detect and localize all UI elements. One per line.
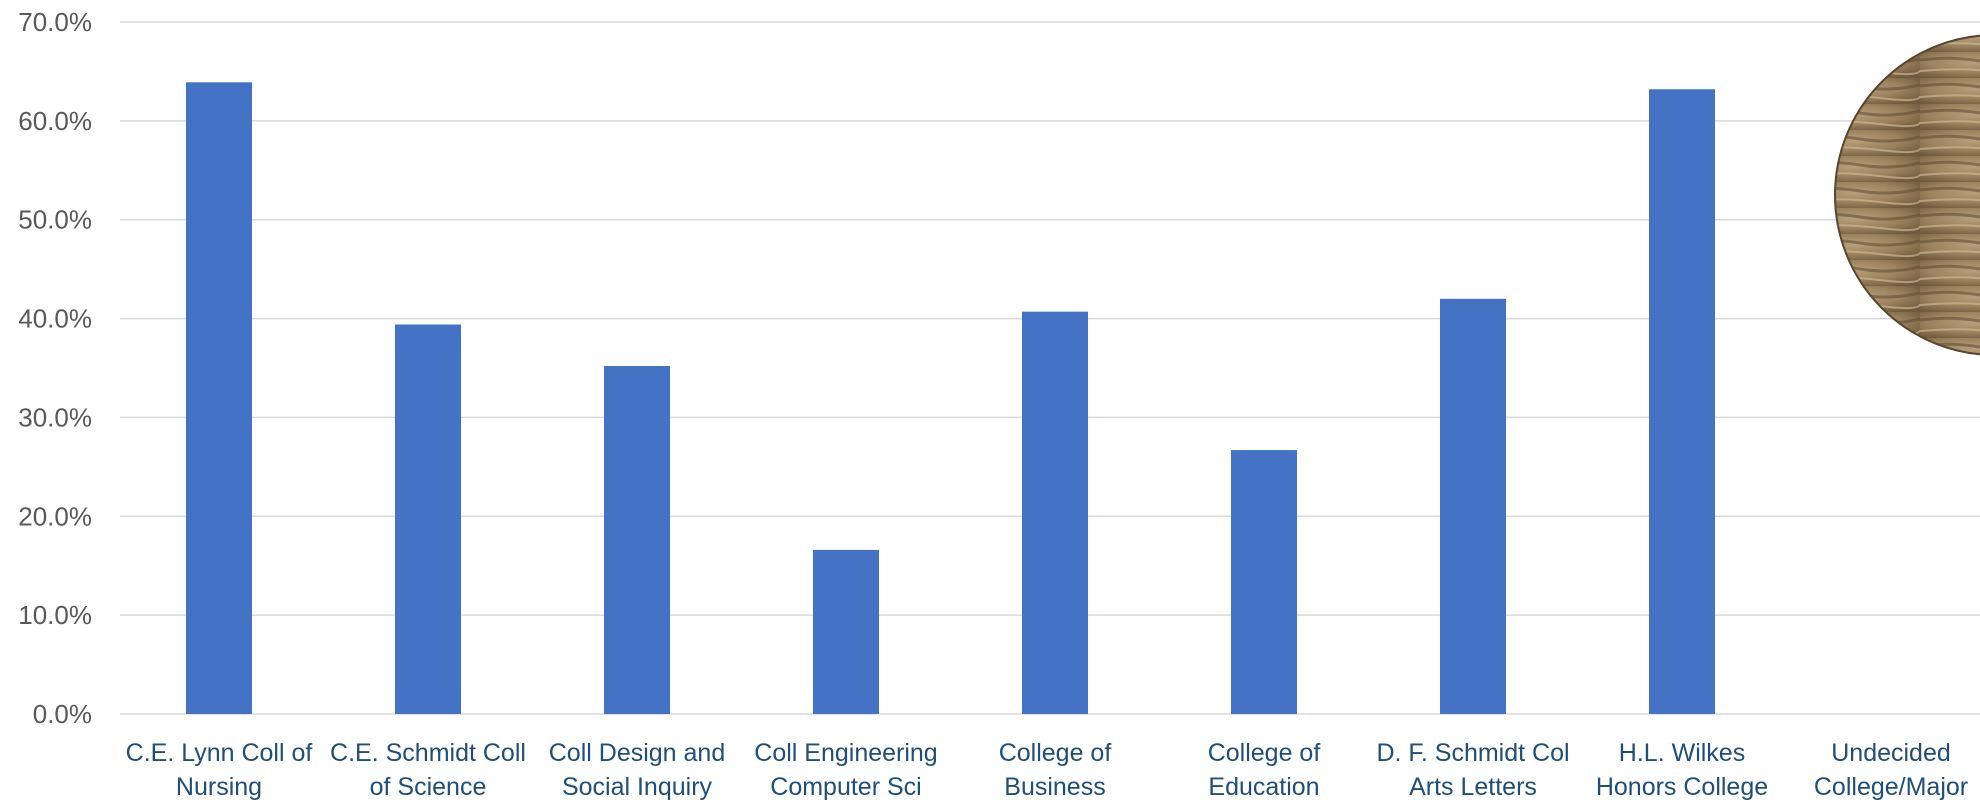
x-category-label: H.L. Wilkes Honors College <box>1596 739 1768 800</box>
bar <box>1231 450 1297 714</box>
x-category-label: Undecided College/Major <box>1814 739 1968 800</box>
y-tick-label: 30.0% <box>18 402 92 432</box>
x-category-label: Coll Design and Social Inquiry <box>549 739 726 800</box>
x-category-label: College of Business <box>999 739 1112 800</box>
y-tick-label: 20.0% <box>18 501 92 531</box>
x-category-label: D. F. Schmidt Col Arts Letters <box>1376 739 1569 800</box>
y-tick-label: 10.0% <box>18 600 92 630</box>
x-axis-category-labels: C.E. Lynn Coll of Nursing C.E. Schmidt Col… <box>126 739 1968 801</box>
bar <box>186 82 252 714</box>
y-tick-label: 40.0% <box>18 304 92 334</box>
bars <box>186 82 1715 715</box>
bar <box>395 324 461 714</box>
bar <box>813 549 879 714</box>
y-tick-label: 50.0% <box>18 205 92 235</box>
x-category-label: College of Education <box>1208 739 1321 800</box>
rock-photo-decoration <box>1834 34 1980 356</box>
bar <box>1440 298 1506 714</box>
y-tick-label: 0.0% <box>33 699 92 729</box>
y-tick-label: 70.0% <box>18 7 92 37</box>
bar <box>1022 311 1088 714</box>
x-category-label: Coll Engineering Computer Sci <box>754 739 937 800</box>
x-category-label: C.E. Schmidt Coll of Science <box>330 739 526 800</box>
rock-photo-icon <box>1834 34 1980 356</box>
bar <box>604 366 670 714</box>
y-axis-tick-labels: 0.0% 10.0% 20.0% 30.0% 40.0% 50.0% 60.0% 70.0% <box>18 7 92 729</box>
bar <box>1649 89 1715 715</box>
y-tick-label: 60.0% <box>18 106 92 136</box>
x-category-label: C.E. Lynn Coll of Nursing <box>126 739 313 800</box>
